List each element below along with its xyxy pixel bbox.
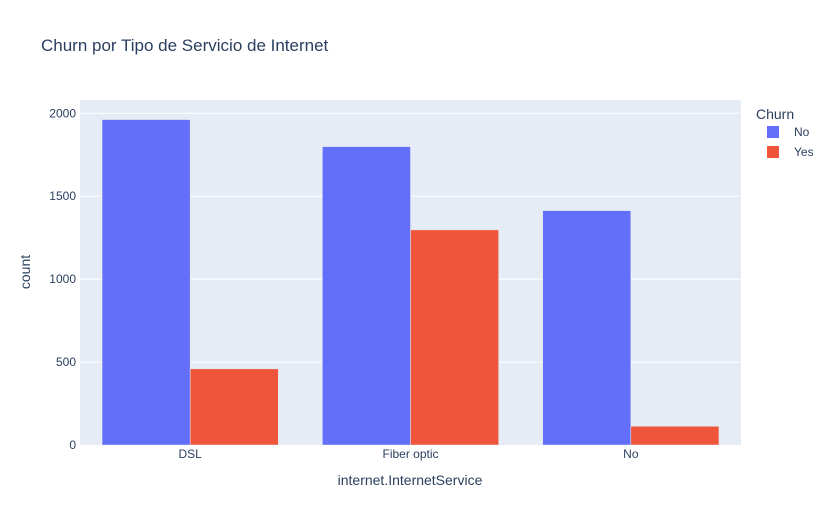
bar-yes-no — [630, 426, 720, 446]
bar-no-fiber-optic — [322, 146, 411, 446]
bar-no-no — [542, 210, 632, 446]
legend-swatch-yes — [767, 146, 779, 158]
x-tick-label: DSL — [178, 447, 202, 461]
y-tick-label: 0 — [69, 438, 76, 452]
legend-swatch-no — [767, 126, 779, 138]
bar-no-dsl — [101, 119, 191, 446]
legend-title: Churn — [756, 106, 794, 122]
y-tick-label: 1000 — [49, 272, 76, 286]
y-axis-ticks: 0 500 1000 1500 2000 — [49, 106, 76, 452]
bar-yes-dsl — [189, 368, 279, 446]
x-tick-label: Fiber optic — [382, 447, 438, 461]
x-axis-title: internet.InternetService — [338, 472, 483, 488]
y-tick-label: 1500 — [49, 189, 76, 203]
y-tick-label: 500 — [56, 355, 76, 369]
legend: Churn No Yes — [756, 106, 814, 159]
legend-label-no: No — [794, 125, 810, 139]
x-axis-ticks: DSL Fiber optic No — [178, 447, 638, 461]
bars — [101, 119, 720, 446]
y-tick-label: 2000 — [49, 106, 76, 120]
legend-label-yes: Yes — [794, 145, 814, 159]
chart-title: Churn por Tipo de Servicio de Internet — [41, 36, 329, 55]
x-tick-label: No — [623, 447, 639, 461]
y-axis-title: count — [17, 255, 33, 289]
bar-yes-fiber-optic — [410, 229, 499, 446]
